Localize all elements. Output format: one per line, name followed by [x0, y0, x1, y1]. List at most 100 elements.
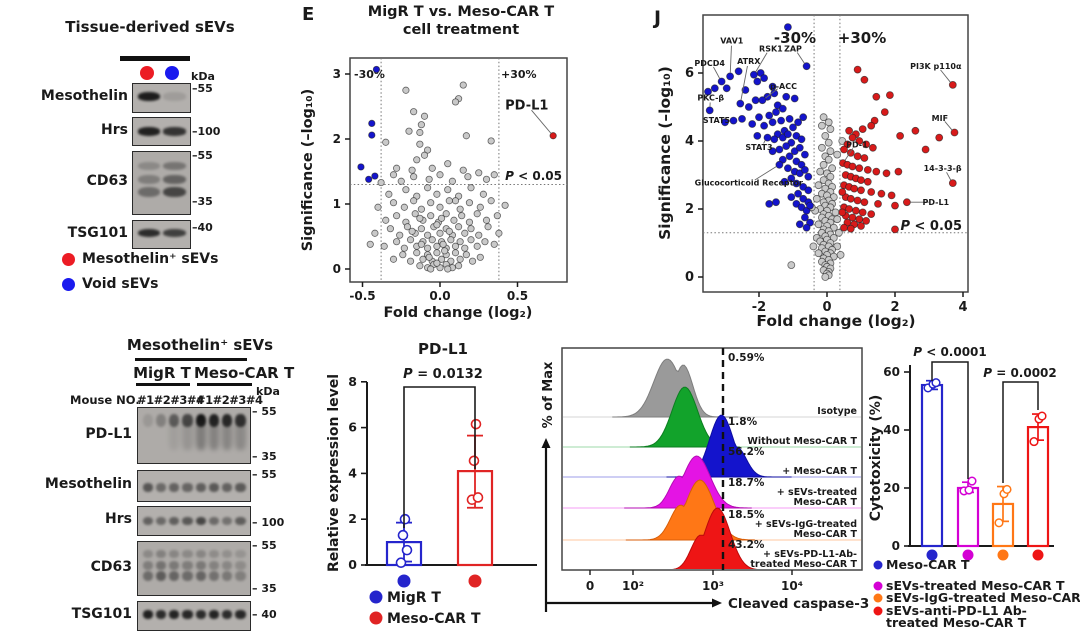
svg-text:10³: 10³ [702, 579, 724, 593]
svg-text:STAT5: STAT5 [703, 116, 731, 125]
lane-ids-mesocar: #1#2#3#4 [196, 393, 263, 407]
molecular-weight-marker: – 35 [252, 582, 277, 596]
svg-text:1: 1 [333, 197, 341, 211]
panel-e-points [357, 65, 557, 273]
flow-curve-5 [672, 507, 758, 569]
svg-text:0: 0 [586, 579, 594, 593]
cytotoxicity-bar-chart: 0 20 40 60 Cytotoxicity (%) P < 0.0001 P = 0.0… [868, 345, 1080, 630]
stat-p-label: P < 0.05 [900, 219, 962, 234]
panel-j-plot: -30% +30% P < 0.05 -2 0 2 4 0 2 4 6 [685, 14, 969, 315]
svg-text:2: 2 [685, 202, 694, 217]
blot-box-cd63 [137, 541, 251, 596]
svg-text:Relative expression level: Relative expression level [326, 374, 342, 572]
kda-label: kDa [191, 70, 215, 83]
svg-text:treated Meso-CAR T: treated Meso-CAR T [750, 559, 857, 570]
svg-text:0: 0 [685, 270, 694, 285]
molecular-weight-marker: –40 [192, 221, 213, 235]
svg-text:Meso-CAR T: Meso-CAR T [794, 529, 858, 540]
svg-text:Meso-CAR T: Meso-CAR T [794, 497, 858, 508]
svg-text:2: 2 [890, 300, 899, 315]
gate-percentage: 18.5% [728, 509, 765, 521]
blot-box-mesothelin [137, 470, 251, 502]
svg-text:4: 4 [348, 465, 357, 480]
category-dot-1 [962, 549, 974, 561]
lane-group-bar [120, 56, 190, 61]
blot-box-hrs [132, 117, 191, 146]
molecular-weight-marker: – 55 [252, 404, 277, 418]
panel-blot-mesothelin-sevs: Mesothelin⁺ sEVs MigR T Meso-CAR T kDa M… [0, 330, 300, 643]
svg-text:MIF: MIF [932, 114, 948, 123]
group2-underline [197, 383, 252, 386]
svg-text:+ Meso-CAR T: + Meso-CAR T [782, 466, 857, 477]
data-point [397, 529, 409, 541]
svg-text:20: 20 [883, 481, 900, 495]
svg-text:ZAP: ZAP [784, 45, 802, 54]
svg-text:sEVs-anti-PD-L1 Ab-: sEVs-anti-PD-L1 Ab- [886, 603, 1027, 618]
svg-text:PDCD4: PDCD4 [694, 59, 725, 68]
kda-label-bottom: kDa [256, 385, 280, 398]
svg-text:0: 0 [348, 557, 357, 572]
svg-text:RSK1: RSK1 [759, 45, 783, 54]
svg-text:PD-1: PD-1 [846, 140, 868, 149]
svg-text:60: 60 [883, 365, 900, 379]
svg-text:10²: 10² [622, 579, 644, 593]
blot-row-label: PD-L1 [85, 425, 132, 442]
svg-text:14-3-3-β: 14-3-3-β [924, 164, 962, 173]
gate-percentage: 0.59% [728, 352, 765, 364]
svg-text:+30%: +30% [501, 68, 537, 81]
blot-row-label: Hrs [105, 511, 132, 527]
svg-text:PI3K p110α: PI3K p110α [910, 62, 962, 71]
blot-row-label: Mesothelin [44, 476, 132, 492]
blot-row-label: TSG101 [67, 224, 128, 241]
gate-percentage: 56.2% [728, 446, 765, 458]
svg-text:PD-L1: PD-L1 [418, 340, 468, 358]
data-point [472, 492, 484, 503]
flow-curve-3 [624, 455, 752, 509]
svg-text:PD-L1: PD-L1 [922, 198, 949, 207]
svg-text:0.5: 0.5 [507, 289, 528, 303]
blot-box-tsg101 [137, 601, 251, 631]
legend-label-mesothelin-sevs: Mesothelin⁺ sEVs [82, 251, 219, 267]
bar-1 [956, 486, 980, 548]
svg-text:6: 6 [685, 66, 694, 81]
molecular-weight-marker: –35 [192, 195, 213, 209]
category-dot-0 [926, 549, 938, 561]
panel-j-volcano-plot: -30% +30% P < 0.05 -2 0 2 4 0 2 4 6 VAV1 PDCD4 ATRX RS… [652, 7, 969, 330]
tissue-lane-dot-mesothelin [140, 66, 154, 80]
gate-percentage: 1.8% [728, 416, 758, 428]
blot-row-label: CD63 [86, 173, 128, 189]
svg-text:0: 0 [822, 300, 831, 315]
svg-text:3: 3 [333, 67, 341, 81]
svg-text:ATRX: ATRX [737, 57, 761, 66]
legend-dot-mesothelin-sevs [62, 253, 75, 266]
x-axis-arrow [712, 598, 722, 608]
svg-text:E: E [302, 4, 314, 25]
tissue-lane-dot-void [165, 66, 179, 80]
svg-text:Without Meso-CAR T: Without Meso-CAR T [747, 436, 857, 447]
gate-percentage: 18.7% [728, 477, 765, 489]
svg-text:10⁴: 10⁴ [781, 579, 803, 593]
svg-text:0.0: 0.0 [429, 289, 450, 303]
svg-text:Meso-CAR T: Meso-CAR T [886, 557, 970, 572]
stat-p-label: P < 0.0001 [913, 345, 987, 359]
molecular-weight-marker: –100 [192, 125, 221, 139]
svg-text:Significance (–log₁₀): Significance (–log₁₀) [656, 66, 674, 240]
gate-percentage: 43.2% [728, 539, 765, 551]
svg-text:Cytotoxicity (%): Cytotoxicity (%) [868, 395, 884, 521]
pdl1-expression-bar-chart: PD-L1 P = 0.0132 Relative expression level… [326, 340, 537, 627]
svg-text:+ sEVs-PD-L1-Ab-: + sEVs-PD-L1-Ab- [763, 549, 857, 560]
svg-text:treated Meso-CAR T: treated Meso-CAR T [886, 615, 1027, 630]
svg-text:Isotype: Isotype [817, 406, 857, 417]
data-point [401, 544, 413, 556]
molecular-weight-marker: – 55 [252, 539, 277, 553]
svg-text:% of Max: % of Max [541, 361, 556, 428]
mouse-no-label: Mouse NO. [70, 393, 140, 407]
blot-box-hrs [137, 506, 251, 536]
svg-text:Fold change (log₂): Fold change (log₂) [756, 312, 915, 330]
category-dot-3 [1032, 549, 1044, 561]
legend-label-void-sevs: Void sEVs [82, 276, 159, 292]
lane-ids-migr: #1#2#3#4 [137, 393, 204, 407]
panel-blot-tissue: Tissue-derived sEVs kDa Mesothelin –55 Hrs… [0, 0, 300, 330]
svg-text:6: 6 [348, 420, 357, 435]
